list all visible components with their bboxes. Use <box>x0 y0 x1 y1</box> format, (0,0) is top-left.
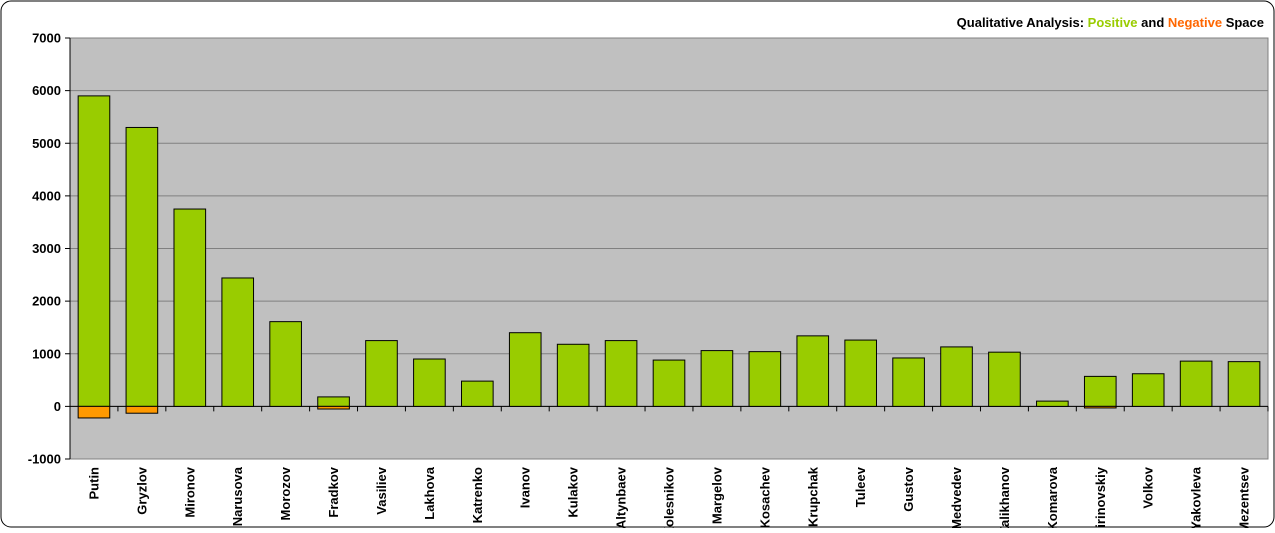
title-part-3: Negative <box>1168 15 1222 30</box>
x-category-label: Lakhova <box>422 466 437 520</box>
x-category-label: Kulakov <box>566 466 581 517</box>
bar-positive-vasiliev <box>365 340 398 407</box>
x-category-label: Katrenko <box>470 467 485 523</box>
x-category-label: Zhirinovskiy <box>1093 466 1108 528</box>
y-tick-label: 3000 <box>32 241 61 256</box>
bar-positive-putin <box>77 95 111 407</box>
x-category-label: Kosachev <box>757 466 772 528</box>
bar-positive-morozov <box>269 321 302 407</box>
x-category-label: Tuleev <box>853 466 868 507</box>
x-category-label: Yakovleva <box>1189 466 1204 528</box>
x-category-label: Zalikhanov <box>997 466 1012 528</box>
bar-negative-fradkov <box>317 405 350 410</box>
x-category-label: Putin <box>86 467 101 500</box>
y-tick-label: 4000 <box>32 188 61 203</box>
x-category-label: Fradkov <box>326 466 341 517</box>
title-part-0: Qualitative Analysis: <box>957 15 1088 30</box>
bar-positive-kosachev <box>748 351 782 407</box>
title-part-1: Positive <box>1088 15 1138 30</box>
bar-positive-fradkov <box>317 396 350 407</box>
bar-positive-zalikhanov <box>988 351 1021 407</box>
y-tick-labels: 7000 6000 5000 4000 3000 2000 1000 0 -1000 <box>28 31 61 467</box>
x-category-label: Narusova <box>230 466 245 526</box>
chart-title: Qualitative Analysis: Positive and Negat… <box>957 15 1264 30</box>
x-category-label: Vasiliev <box>374 466 389 514</box>
y-tick-label: 0 <box>54 399 61 414</box>
bar-negative-zhirinovskiy <box>1083 405 1117 409</box>
bar-positive-ivanov <box>508 332 542 407</box>
x-category-label: Ivanov <box>518 466 533 508</box>
bar-positive-yakovleva <box>1179 360 1213 407</box>
y-tick-label: -1000 <box>28 452 61 467</box>
x-category-label: Volkov <box>1141 466 1156 508</box>
y-tick-label: 1000 <box>32 346 61 361</box>
bar-positive-volkov <box>1131 373 1165 407</box>
y-tick-label: 2000 <box>32 294 61 309</box>
bar-positive-kulakov <box>556 343 590 407</box>
bar-positive-tuleev <box>844 339 877 407</box>
x-category-label: Margelov <box>709 466 724 524</box>
bar-positive-kolesnikov <box>652 359 686 407</box>
x-category-label: Mironov <box>182 466 197 517</box>
x-category-label: Morozov <box>278 466 293 520</box>
x-category-labels: Putin Gryzlov Mironov Narusova Morozov Fradko… <box>86 466 1252 533</box>
x-category-label: Gustov <box>901 466 916 512</box>
bar-positive-medvedev <box>940 346 973 407</box>
y-tick-label: 5000 <box>32 136 61 151</box>
bar-positive-gustov <box>892 357 925 407</box>
bar-positive-altynbaev <box>604 340 638 407</box>
x-category-label: Gryzlov <box>134 466 149 514</box>
y-tick-label: 7000 <box>32 31 61 46</box>
y-tick-label: 6000 <box>32 83 61 98</box>
bars <box>77 95 1261 419</box>
bar-positive-margelov <box>700 350 734 407</box>
bar-positive-mironov <box>173 208 207 407</box>
x-category-label: Kolesnikov <box>662 466 677 528</box>
bar-negative-putin <box>77 405 111 419</box>
x-category-label: Krupchak <box>805 466 820 527</box>
bar-positive-mezentsev <box>1227 361 1261 407</box>
x-category-label: Altynbaev <box>614 466 629 528</box>
bar-negative-gryzlov <box>125 405 159 414</box>
title-part-2: and <box>1138 15 1168 30</box>
x-category-label: Mezentsev <box>1237 466 1252 528</box>
bar-positive-lakhova <box>413 358 446 407</box>
bar-positive-gryzlov <box>125 126 159 407</box>
bar-positive-narusova <box>221 277 255 407</box>
bar-positive-komarova <box>1036 400 1069 407</box>
bar-positive-katrenko <box>461 380 494 407</box>
bar-positive-krupchak <box>796 335 830 407</box>
x-category-label: Komarova <box>1045 466 1060 528</box>
title-part-4: Space <box>1222 15 1264 30</box>
x-category-label: Medvedev <box>949 466 964 528</box>
bar-positive-zhirinovskiy <box>1083 375 1117 407</box>
